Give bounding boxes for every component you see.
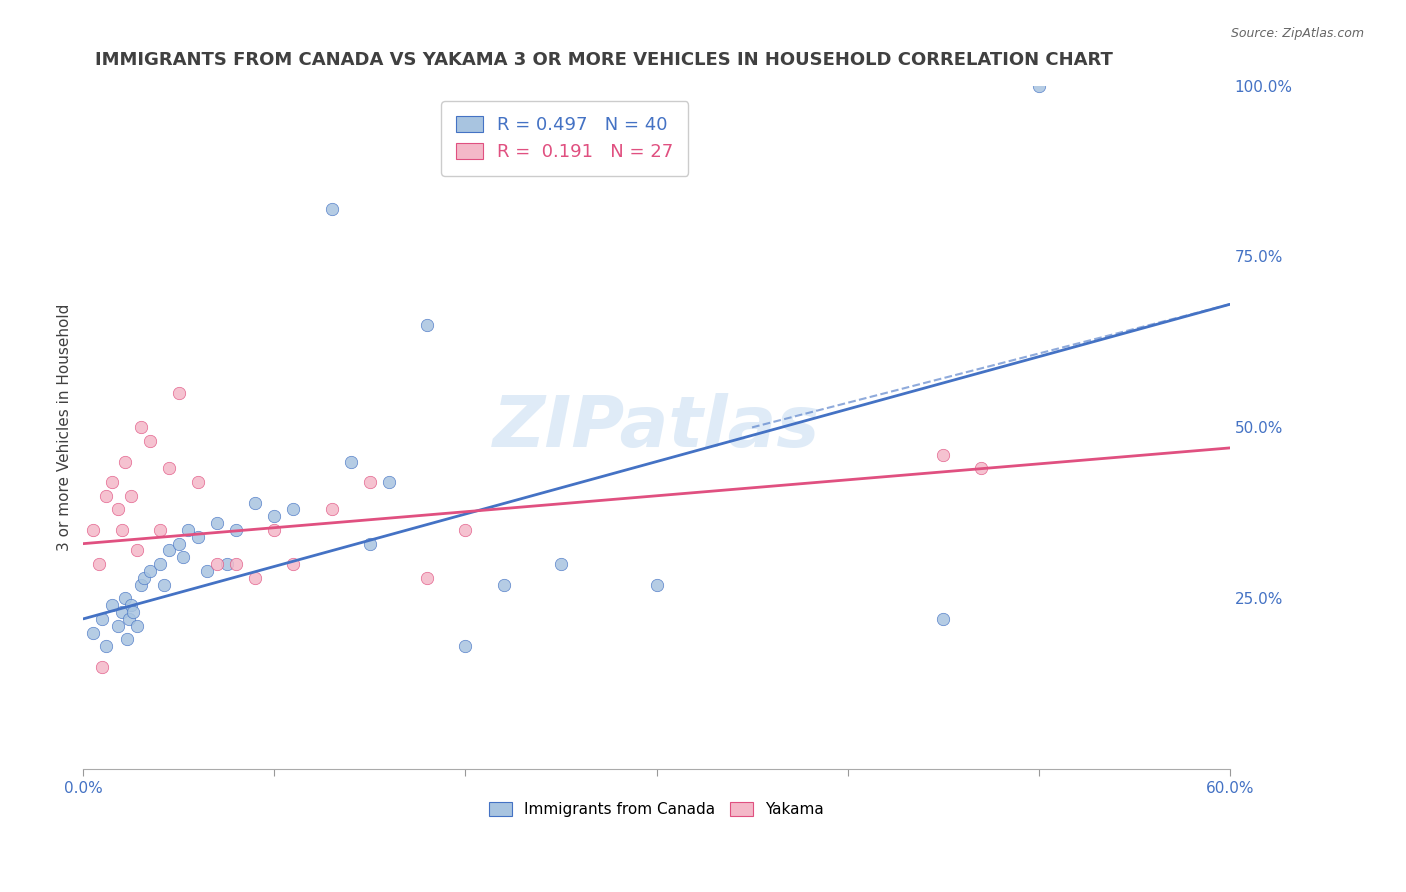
Point: [149, 557, 172, 571]
Point: [932, 612, 955, 626]
Point: [82, 523, 104, 537]
Point: [91, 612, 114, 626]
Point: [932, 448, 955, 462]
Point: [134, 571, 156, 585]
Point: [107, 618, 129, 632]
Point: [172, 550, 194, 565]
Point: [129, 420, 152, 434]
Point: [245, 571, 267, 585]
Text: ZIPatlas: ZIPatlas: [494, 392, 820, 462]
Point: [245, 495, 267, 509]
Point: [283, 502, 305, 516]
Point: [167, 386, 190, 401]
Point: [550, 557, 572, 571]
Point: [129, 577, 152, 591]
Y-axis label: 3 or more Vehicles in Household: 3 or more Vehicles in Household: [58, 303, 72, 551]
Point: [110, 605, 132, 619]
Point: [149, 523, 172, 537]
Point: [454, 523, 477, 537]
Point: [215, 557, 238, 571]
Point: [1028, 78, 1050, 93]
Point: [157, 461, 180, 475]
Point: [263, 509, 285, 524]
Point: [125, 618, 148, 632]
Point: [115, 632, 138, 647]
Point: [139, 564, 162, 578]
Point: [416, 318, 439, 332]
Point: [120, 489, 142, 503]
Point: [225, 557, 247, 571]
Point: [416, 571, 439, 585]
Text: Source: ZipAtlas.com: Source: ZipAtlas.com: [1230, 27, 1364, 40]
Point: [125, 543, 148, 558]
Point: [645, 577, 668, 591]
Point: [378, 475, 401, 489]
Point: [91, 659, 114, 673]
Point: [339, 454, 361, 468]
Point: [970, 461, 993, 475]
Point: [157, 543, 180, 558]
Point: [205, 516, 228, 530]
Point: [167, 536, 190, 550]
Point: [101, 598, 124, 612]
Point: [321, 502, 343, 516]
Point: [359, 536, 381, 550]
Point: [321, 202, 343, 216]
Point: [177, 523, 200, 537]
Point: [152, 577, 174, 591]
Point: [122, 605, 145, 619]
Point: [107, 502, 129, 516]
Point: [139, 434, 162, 448]
Point: [263, 523, 285, 537]
Point: [454, 639, 477, 653]
Point: [197, 564, 219, 578]
Point: [120, 598, 142, 612]
Point: [492, 577, 515, 591]
Text: IMMIGRANTS FROM CANADA VS YAKAMA 3 OR MORE VEHICLES IN HOUSEHOLD CORRELATION CHA: IMMIGRANTS FROM CANADA VS YAKAMA 3 OR MO…: [94, 51, 1112, 69]
Point: [118, 612, 141, 626]
Point: [87, 557, 110, 571]
Point: [114, 591, 136, 606]
Point: [205, 557, 228, 571]
Point: [359, 475, 381, 489]
Point: [82, 625, 104, 640]
Point: [225, 523, 247, 537]
Point: [101, 475, 124, 489]
Point: [96, 489, 118, 503]
Point: [110, 523, 132, 537]
Point: [187, 475, 209, 489]
Point: [187, 530, 209, 544]
Point: [96, 639, 118, 653]
Point: [283, 557, 305, 571]
Point: [114, 454, 136, 468]
Legend: Immigrants from Canada, Yakama: Immigrants from Canada, Yakama: [482, 796, 831, 823]
